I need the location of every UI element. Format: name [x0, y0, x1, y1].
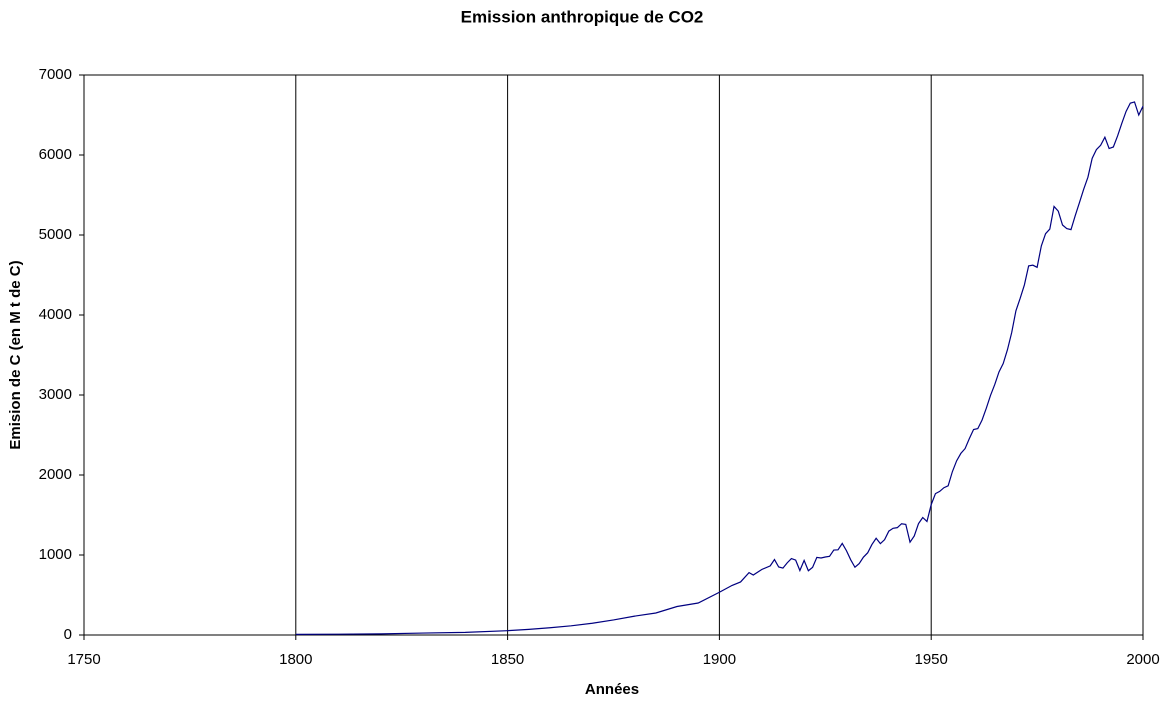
x-tick-label: 1750 [67, 651, 100, 668]
y-tick-label: 4000 [39, 306, 72, 323]
x-axis-label: Années [585, 681, 639, 698]
y-tick-label: 2000 [39, 466, 72, 483]
y-tick-label: 1000 [39, 546, 72, 563]
x-tick-label: 1850 [491, 651, 524, 668]
y-tick-label: 0 [64, 626, 72, 643]
x-tick-label: 1900 [703, 651, 736, 668]
y-tick-label: 7000 [39, 66, 72, 83]
y-tick-label: 6000 [39, 146, 72, 163]
y-tick-label: 5000 [39, 226, 72, 243]
y-tick-label: 3000 [39, 386, 72, 403]
x-tick-label: 2000 [1126, 651, 1159, 668]
chart-title: Emission anthropique de CO2 [461, 7, 704, 26]
x-tick-label: 1800 [279, 651, 312, 668]
y-axis-label: Emision de C (en M t de C) [7, 260, 24, 449]
data-line [295, 101, 1144, 635]
x-tick-label: 1950 [915, 651, 948, 668]
plot-frame [83, 74, 1144, 636]
